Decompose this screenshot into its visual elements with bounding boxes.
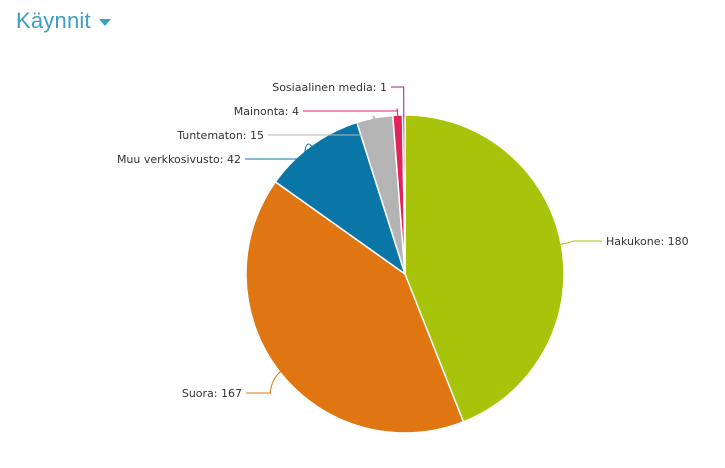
connector-mainonta	[303, 108, 399, 118]
connector-muu-verkkosivusto	[245, 143, 313, 160]
caret-down-icon[interactable]	[98, 19, 111, 26]
connector-tuntematon	[268, 115, 376, 136]
data-label-suora: Suora: 167	[182, 387, 242, 400]
chart-title-dropdown[interactable]: Käynnit	[16, 8, 111, 34]
data-label-hakukone: Hakukone: 180	[606, 235, 689, 248]
data-label-tuntematon: Tuntematon: 15	[176, 129, 264, 142]
chart-title: Käynnit	[16, 8, 91, 33]
data-label-muu-verkkosivusto: Muu verkkosivusto: 42	[117, 153, 241, 166]
data-label-sosiaalinen-media: Sosiaalinen media: 1	[272, 81, 387, 94]
connector-hakukone	[559, 240, 602, 246]
connector-suora	[246, 370, 282, 394]
connector-sosiaalinen-media	[391, 86, 405, 118]
data-label-mainonta: Mainonta: 4	[234, 105, 299, 118]
